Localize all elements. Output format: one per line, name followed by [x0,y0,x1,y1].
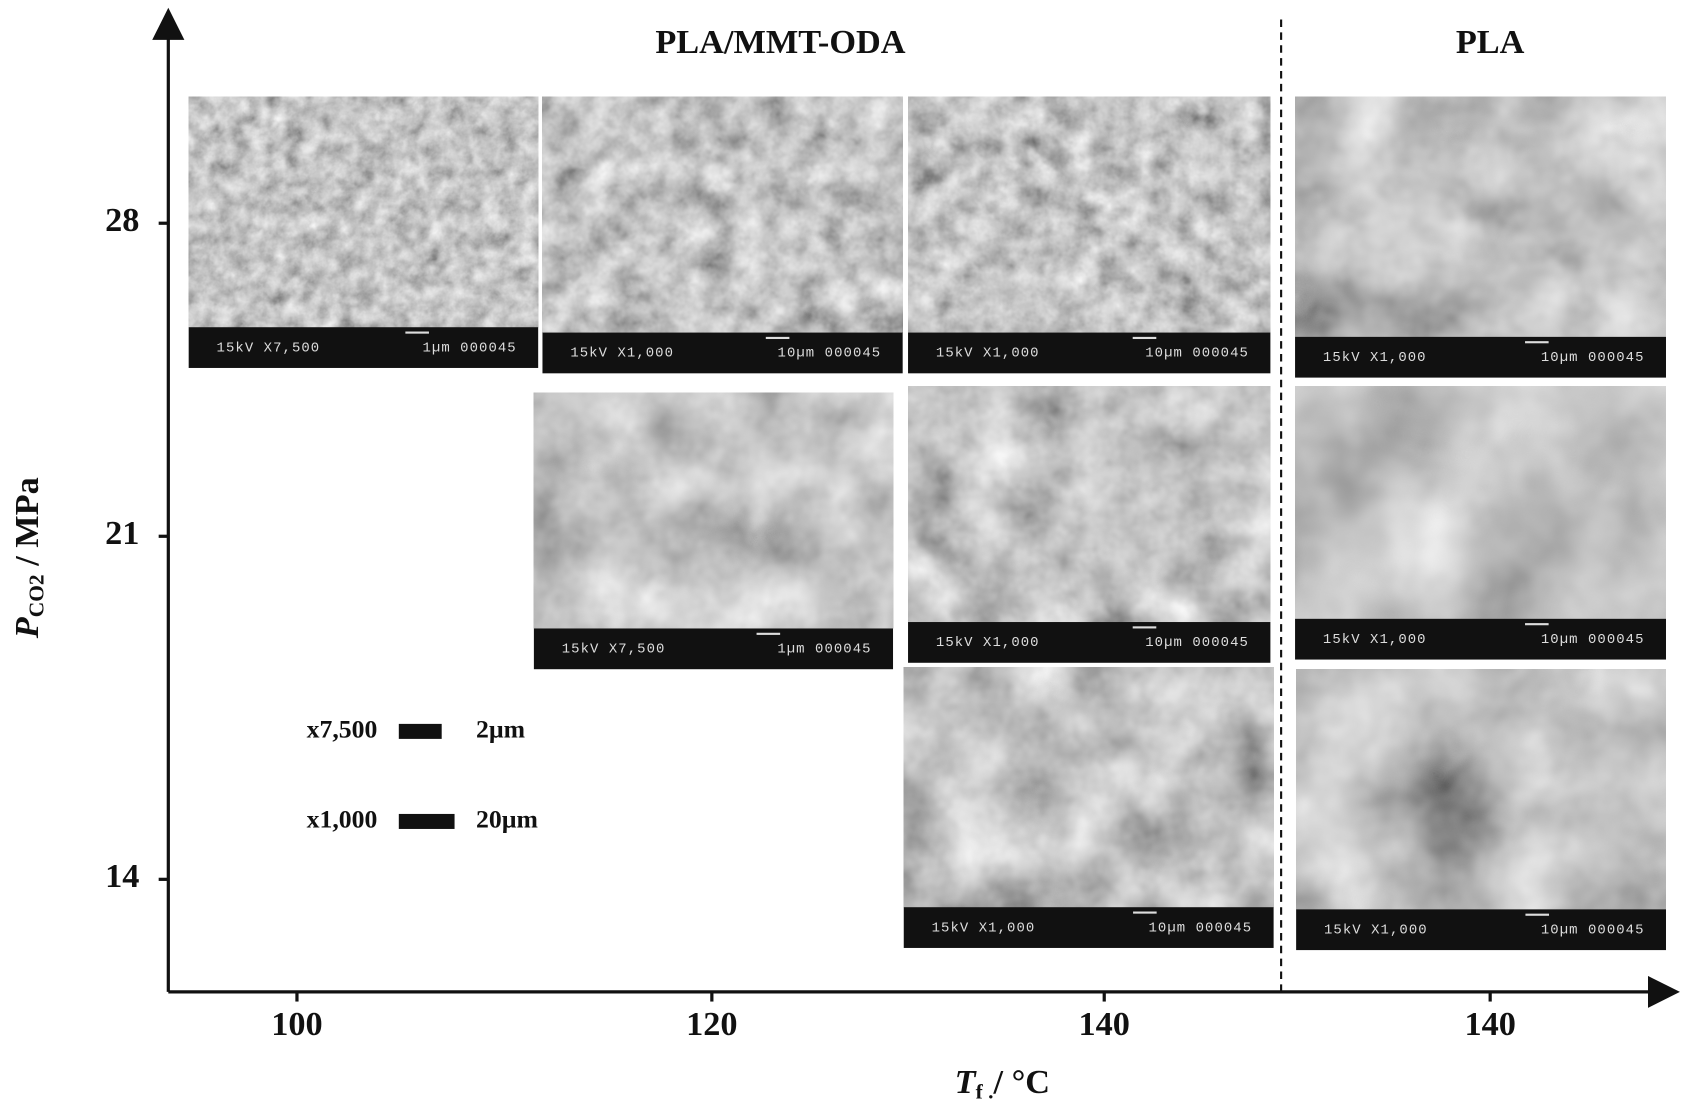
caption-right: 1µm 000045 [422,340,516,356]
caption-left: 15kV X1,000 [1323,632,1427,648]
sem-image [542,97,902,333]
y-tick-label: 14 [105,857,139,895]
sem-panel: 15kV X7,500 1µm 000045 [534,393,893,670]
caption-right: 1µm 000045 [777,642,871,658]
caption-right: 10µm 000045 [1145,346,1249,362]
caption-scale [1133,626,1157,628]
sem-image [534,393,893,629]
caption-scale [757,633,781,635]
sem-image [908,386,1270,622]
caption-left: 15kV X1,000 [936,346,1040,362]
caption-right: 10µm 000045 [1541,350,1645,366]
legend-magnification: x7,500 [307,714,378,743]
figure: PLA/MMT-ODA PLA PCO2 / MPa Tf ./ °C 28 21… [0,0,1681,1109]
caption-right: 10µm 000045 [1145,635,1249,651]
sem-panel: 15kV X1,000 10µm 000045 [908,97,1270,374]
sem-image [904,667,1274,907]
x-tick-label: 100 [271,1005,322,1043]
sem-image [189,97,538,327]
x-tick-label: 140 [1079,1005,1130,1043]
sem-panel: 15kV X1,000 10µm 000045 [1296,669,1666,950]
caption-right: 10µm 000045 [778,346,882,362]
caption-scale [1525,623,1549,625]
sem-panel: 15kV X7,500 1µm 000045 [189,97,538,368]
caption-right: 10µm 000045 [1148,920,1252,936]
header-left: PLA/MMT-ODA [655,23,905,61]
header-right: PLA [1456,23,1525,61]
caption-left: 15kV X7,500 [217,340,321,356]
caption-scale [405,332,429,334]
sem-panel: 15kV X1,000 10µm 000045 [904,667,1274,948]
sem-image [1296,669,1666,909]
caption-left: 15kV X7,500 [562,642,666,658]
caption-right: 10µm 000045 [1541,632,1645,648]
caption-left: 15kV X1,000 [1324,922,1428,938]
scale-bar [399,724,442,739]
sem-panel: 15kV X1,000 10µm 000045 [542,97,902,374]
caption-left: 15kV X1,000 [570,346,674,362]
caption-scale [1133,337,1157,339]
sem-panel: 15kV X1,000 10µm 000045 [1295,97,1666,378]
sem-panel: 15kV X1,000 10µm 000045 [908,386,1270,663]
scale-bar [399,814,455,829]
legend-scale: 20µm [476,804,538,833]
sem-image [1295,97,1666,337]
sem-panel: 15kV X1,000 10µm 000045 [1295,386,1666,659]
legend-magnification: x1,000 [307,804,378,833]
x-tick-label: 140 [1464,1005,1515,1043]
x-axis-label: Tf ./ °C [955,1063,1050,1104]
x-tick-label: 120 [686,1005,737,1043]
caption-scale [1525,341,1549,343]
y-axis-label: PCO2 / MPa [8,477,49,639]
caption-left: 15kV X1,000 [1323,350,1427,366]
caption-scale [1525,914,1549,916]
sem-image [1295,386,1666,619]
y-tick-label: 28 [105,201,139,239]
caption-left: 15kV X1,000 [936,635,1040,651]
y-tick-label: 21 [105,514,139,552]
caption-scale [766,337,790,339]
caption-scale [1133,911,1157,913]
sem-image [908,97,1270,333]
caption-left: 15kV X1,000 [932,920,1036,936]
caption-right: 10µm 000045 [1541,922,1645,938]
legend-scale: 2µm [476,714,525,743]
